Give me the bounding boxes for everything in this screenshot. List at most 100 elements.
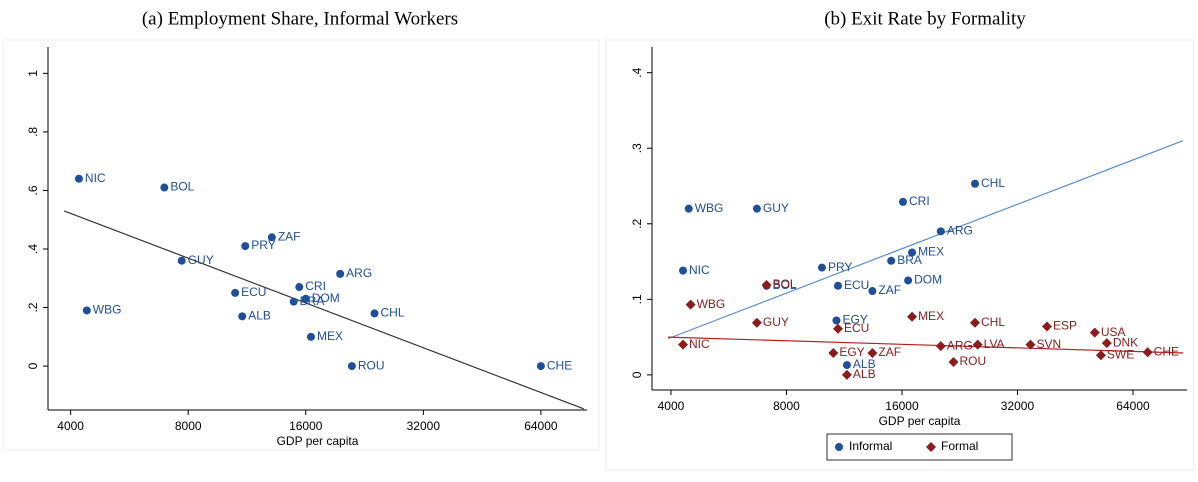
point — [74, 174, 83, 183]
legend-label: Formal — [941, 439, 978, 453]
x-tick-label: 32000 — [407, 419, 441, 433]
point-label: CRI — [909, 194, 930, 208]
point-label: DNK — [1113, 335, 1138, 349]
point-label: ROU — [358, 358, 385, 372]
point — [1041, 321, 1052, 332]
point-label: PRY — [828, 260, 852, 274]
point-label: PRY — [251, 238, 275, 252]
x-tick-label: 4000 — [658, 399, 685, 413]
x-axis-label: GDP per capita — [277, 434, 359, 448]
point — [347, 362, 356, 371]
point-label: ECU — [241, 285, 266, 299]
y-tick-label: .4 — [26, 244, 40, 254]
point — [1095, 350, 1106, 361]
point-label: DOM — [914, 273, 942, 287]
point — [832, 316, 841, 325]
point-label: ZAF — [878, 283, 901, 297]
point — [828, 347, 839, 358]
y-tick-label: .2 — [630, 218, 644, 228]
point-label: WBG — [695, 201, 724, 215]
point — [82, 306, 91, 315]
point — [868, 287, 877, 296]
point — [817, 263, 826, 272]
y-tick-label: 0 — [630, 371, 644, 378]
point — [935, 341, 946, 352]
point — [751, 317, 762, 328]
x-tick-label: 8000 — [773, 399, 800, 413]
point-label: ROU — [960, 354, 987, 368]
fit-line — [667, 140, 1184, 340]
point — [370, 309, 379, 318]
y-tick-label: .3 — [630, 143, 644, 153]
point-label: ARG — [346, 266, 372, 280]
point — [306, 332, 315, 341]
point-label: ECU — [844, 321, 869, 335]
point-label: CHE — [1154, 344, 1179, 358]
point — [536, 362, 545, 371]
point-label: BOL — [773, 278, 797, 292]
panel-frame — [2, 39, 600, 451]
point-label: ECU — [844, 278, 869, 292]
point — [678, 339, 689, 350]
point-label: BRA — [897, 253, 922, 267]
point-label: GUY — [188, 253, 214, 267]
point — [867, 347, 878, 358]
point — [908, 248, 917, 257]
legend-marker — [926, 442, 936, 452]
point — [887, 256, 896, 265]
panel-frame — [605, 39, 1195, 471]
point — [1025, 339, 1036, 350]
point-label: SVN — [1036, 337, 1061, 351]
point — [301, 294, 310, 303]
y-tick-label: 1 — [26, 70, 40, 77]
point — [899, 197, 908, 206]
point-label: NIC — [85, 171, 106, 185]
point-label: GUY — [763, 201, 789, 215]
point-label: BRA — [300, 294, 325, 308]
x-tick-label: 16000 — [289, 419, 323, 433]
chart-title: (b) Exit Rate by Formality — [824, 8, 1026, 29]
point — [1101, 338, 1112, 349]
point-label: CHL — [981, 315, 1005, 329]
point-label: USA — [1101, 325, 1126, 339]
point-label: SWE — [1107, 347, 1134, 361]
point-label: DOM — [312, 291, 340, 305]
x-tick-label: 32000 — [1001, 399, 1035, 413]
chart-title: (a) Employment Share, Informal Workers — [142, 8, 458, 29]
point — [752, 204, 761, 213]
point — [238, 312, 247, 321]
point-label: CHE — [547, 358, 572, 372]
point — [761, 279, 772, 290]
point — [177, 256, 186, 265]
point-label: MEX — [918, 245, 944, 259]
point-label: ALB — [853, 367, 876, 381]
point — [948, 357, 959, 368]
point-label: NIC — [689, 337, 710, 351]
point — [241, 242, 250, 251]
point-label: MEX — [317, 329, 343, 343]
point-label: CRI — [305, 279, 326, 293]
point-label: ARG — [947, 224, 973, 238]
point — [833, 323, 844, 334]
point — [970, 317, 981, 328]
point — [841, 369, 852, 380]
y-tick-label: .8 — [26, 127, 40, 137]
point — [904, 276, 913, 285]
point — [160, 183, 169, 192]
point-label: NIC — [689, 263, 710, 277]
point — [1142, 347, 1153, 358]
point-label: CHL — [981, 176, 1005, 190]
point — [231, 288, 240, 297]
point — [336, 269, 345, 278]
legend-marker — [835, 443, 843, 451]
legend-box — [826, 433, 1013, 461]
y-tick-label: 0 — [26, 362, 40, 369]
y-tick-label: .4 — [630, 67, 644, 77]
x-tick-label: 16000 — [885, 399, 919, 413]
x-tick-label: 64000 — [1116, 399, 1150, 413]
point-label: ALB — [853, 357, 876, 371]
x-tick-label: 64000 — [524, 419, 558, 433]
point — [267, 233, 276, 242]
y-tick-label: .2 — [26, 302, 40, 312]
point — [289, 297, 298, 306]
